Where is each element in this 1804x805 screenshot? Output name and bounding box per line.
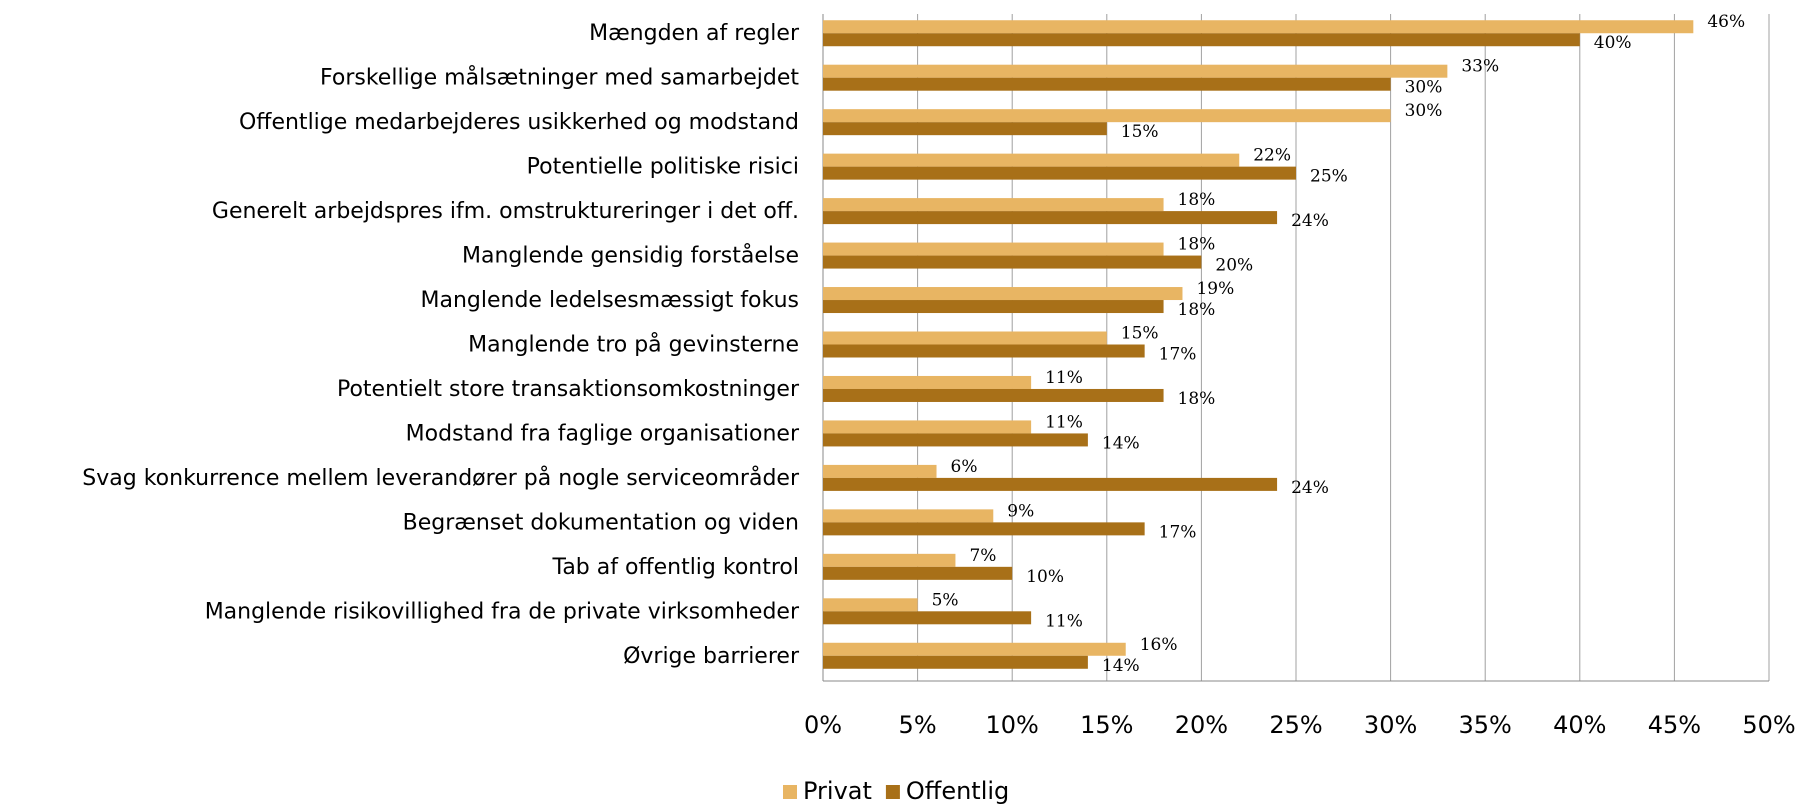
bar xyxy=(823,109,1391,123)
y-tick-label: Begrænset dokumentation og viden xyxy=(403,510,799,535)
value-label: 20% xyxy=(1215,256,1253,276)
value-label: 30% xyxy=(1405,78,1443,98)
x-tick-label: 5% xyxy=(899,711,937,739)
bar xyxy=(823,64,1448,78)
bar xyxy=(823,477,1278,491)
y-tick-label: Manglende gensidig forståelse xyxy=(462,243,799,269)
x-tick-label: 45% xyxy=(1648,711,1701,739)
legend-label: Offentlig xyxy=(906,777,1009,805)
value-label: 25% xyxy=(1310,167,1348,187)
y-tick-label: Offentlige medarbejderes usikkerhed og m… xyxy=(239,110,799,135)
x-tick-label: 35% xyxy=(1459,711,1512,739)
value-label: 24% xyxy=(1291,478,1329,498)
bar xyxy=(823,375,1032,389)
bar xyxy=(823,522,1145,536)
x-tick-label: 50% xyxy=(1742,711,1795,739)
bar xyxy=(823,20,1694,34)
value-label: 30% xyxy=(1405,101,1443,121)
value-label: 7% xyxy=(969,546,996,566)
value-label: 14% xyxy=(1102,433,1140,453)
bar xyxy=(823,300,1164,314)
y-tick-label: Potentielt store transaktionsomkostninge… xyxy=(337,377,800,402)
value-label: 11% xyxy=(1045,611,1083,631)
bar xyxy=(823,331,1107,345)
bar xyxy=(823,509,994,523)
y-tick-label: Manglende tro på gevinsterne xyxy=(468,332,799,358)
bar xyxy=(823,255,1202,269)
bar xyxy=(823,198,1164,212)
x-tick-label: 25% xyxy=(1269,711,1322,739)
legend-swatch xyxy=(885,785,900,799)
bar xyxy=(823,598,918,612)
value-label: 18% xyxy=(1178,389,1216,409)
value-label: 46% xyxy=(1707,12,1745,32)
value-label: 9% xyxy=(1007,501,1034,521)
y-tick-label: Potentielle politiske risici xyxy=(527,155,799,180)
bar xyxy=(823,611,1032,625)
bar xyxy=(823,153,1240,167)
value-label: 22% xyxy=(1253,146,1291,166)
y-tick-label: Svag konkurrence mellem leverandører på … xyxy=(82,465,800,491)
value-label: 40% xyxy=(1594,33,1632,53)
x-tick-label: 20% xyxy=(1175,711,1228,739)
y-tick-label: Manglende ledelsesmæssigt fokus xyxy=(420,288,799,313)
legend-label: Privat xyxy=(803,777,872,805)
value-label: 33% xyxy=(1461,57,1499,77)
value-label: 18% xyxy=(1178,300,1216,320)
bar xyxy=(823,166,1296,180)
bar xyxy=(823,642,1126,656)
value-label: 11% xyxy=(1045,412,1083,432)
value-label: 11% xyxy=(1045,368,1083,388)
y-tick-label: Forskellige målsætninger med samarbejdet xyxy=(320,65,799,91)
value-label: 17% xyxy=(1159,522,1197,542)
y-tick-label: Generelt arbejdspres ifm. omstrukturerin… xyxy=(212,199,799,224)
value-label: 18% xyxy=(1178,190,1216,210)
y-tick-label: Øvrige barrierer xyxy=(623,644,800,669)
x-tick-label: 15% xyxy=(1080,711,1133,739)
value-label: 5% xyxy=(932,590,959,610)
bar xyxy=(823,77,1391,91)
x-tick-label: 30% xyxy=(1364,711,1417,739)
bar xyxy=(823,420,1032,434)
bar xyxy=(823,433,1088,447)
legend-swatch xyxy=(783,785,797,799)
bar xyxy=(823,122,1107,136)
value-label: 19% xyxy=(1196,279,1234,299)
value-label: 15% xyxy=(1121,122,1159,142)
bar xyxy=(823,33,1580,47)
value-label: 14% xyxy=(1102,656,1140,676)
y-tick-label: Tab af offentlig kontrol xyxy=(552,555,799,580)
value-label: 18% xyxy=(1178,235,1216,255)
value-label: 16% xyxy=(1140,635,1178,655)
value-label: 6% xyxy=(951,457,978,477)
value-label: 15% xyxy=(1121,324,1159,344)
y-tick-label: Mængden af regler xyxy=(589,21,800,46)
value-label: 10% xyxy=(1026,567,1064,587)
x-tick-label: 10% xyxy=(986,711,1039,739)
bar xyxy=(823,211,1278,225)
x-tick-label: 40% xyxy=(1553,711,1606,739)
bar xyxy=(823,655,1088,669)
bar xyxy=(823,464,937,478)
y-tick-label: Modstand fra faglige organisationer xyxy=(406,421,800,446)
bar xyxy=(823,287,1183,301)
x-tick-label: 0% xyxy=(804,711,842,739)
bar xyxy=(823,553,956,567)
y-tick-label: Manglende risikovillighed fra de private… xyxy=(205,599,800,624)
bar xyxy=(823,344,1145,358)
bar xyxy=(823,566,1013,580)
value-label: 17% xyxy=(1159,345,1197,365)
value-label: 24% xyxy=(1291,211,1329,231)
bar xyxy=(823,242,1164,256)
bar xyxy=(823,388,1164,402)
